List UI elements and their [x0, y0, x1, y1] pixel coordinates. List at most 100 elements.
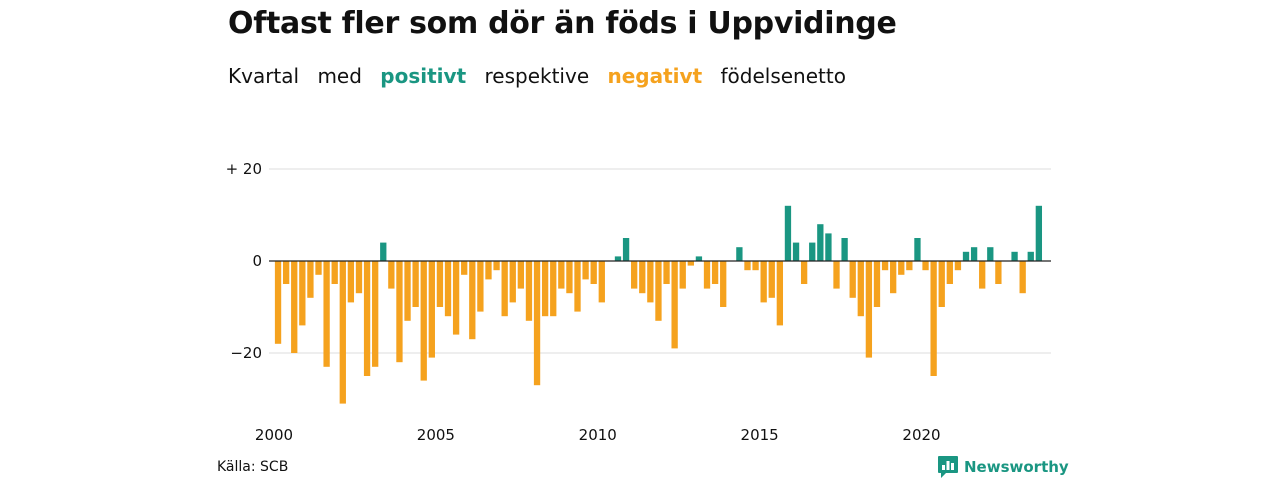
y-tick-label: −20	[230, 344, 262, 362]
bar	[890, 261, 897, 294]
bar	[307, 261, 314, 298]
bar	[323, 261, 330, 367]
bar	[291, 261, 298, 353]
bar	[962, 251, 970, 261]
bar	[703, 261, 711, 289]
bar	[1027, 251, 1034, 261]
bar	[979, 261, 986, 289]
bar	[509, 261, 516, 303]
bar	[930, 261, 937, 376]
bar	[582, 261, 589, 280]
bar	[865, 261, 873, 358]
bar	[574, 261, 581, 312]
bar	[404, 261, 411, 321]
bar	[299, 261, 306, 326]
newsworthy-logo-icon	[938, 456, 958, 478]
bar	[493, 261, 500, 271]
bar	[477, 261, 484, 312]
bar	[614, 256, 622, 261]
x-tick-label: 2005	[417, 426, 455, 444]
bar	[663, 261, 670, 284]
bar	[760, 261, 767, 303]
bar	[517, 261, 525, 289]
bar	[736, 247, 743, 261]
bar	[566, 261, 573, 294]
bar	[315, 261, 322, 275]
bar	[809, 242, 816, 261]
bar	[444, 261, 452, 317]
bar	[857, 261, 864, 317]
bar	[331, 261, 338, 284]
bar	[396, 261, 403, 363]
bar	[881, 261, 889, 271]
subtitle-word-med: med	[317, 64, 362, 88]
bar	[622, 238, 630, 261]
bar	[372, 261, 379, 367]
bar	[461, 261, 468, 275]
bar	[420, 261, 427, 381]
bar	[428, 261, 435, 358]
bars	[274, 205, 1043, 404]
bar	[347, 261, 355, 303]
x-tick-label: 2010	[579, 426, 617, 444]
bar	[355, 261, 363, 294]
bar	[339, 261, 346, 404]
bar	[550, 261, 557, 317]
bar	[695, 256, 703, 261]
bar	[914, 238, 921, 261]
bar	[849, 261, 856, 298]
bar	[898, 261, 905, 275]
bar	[436, 261, 444, 307]
bar	[590, 261, 597, 284]
bar	[776, 261, 784, 326]
source-note: Källa: SCB	[217, 459, 289, 475]
subtitle-word-respektive: respektive	[484, 64, 590, 88]
x-axis-ticks: 2000 2005 2010 2015 2020	[255, 426, 941, 444]
bar	[412, 261, 419, 307]
bar	[274, 261, 282, 344]
bar	[525, 261, 533, 321]
bar	[647, 261, 654, 303]
bar	[533, 261, 541, 386]
bar	[452, 261, 460, 335]
y-tick-label: 0	[252, 252, 262, 270]
bar	[485, 261, 492, 280]
bar	[873, 261, 881, 307]
bar	[388, 261, 395, 289]
newsworthy-logo-text: Newsworthy	[964, 458, 1069, 476]
bar	[711, 261, 719, 284]
bar	[1019, 261, 1026, 294]
subtitle-positive-word: positivt	[380, 64, 467, 88]
x-tick-label: 2020	[902, 426, 940, 444]
bar	[800, 261, 808, 284]
bar	[598, 261, 605, 303]
subtitle-negative-word: negativt	[607, 64, 703, 88]
bar	[639, 261, 646, 294]
bar	[906, 261, 913, 271]
bar	[380, 242, 387, 261]
bar	[679, 261, 686, 289]
bar	[922, 261, 929, 271]
chart-subtitle: Kvartal med positivt respektive negativt…	[228, 64, 858, 88]
bar	[954, 261, 962, 271]
bar	[469, 261, 476, 340]
bar	[1011, 251, 1018, 261]
bar	[841, 238, 848, 261]
bar	[970, 247, 978, 261]
bar	[282, 261, 290, 284]
bar	[631, 261, 638, 289]
bar	[720, 261, 727, 307]
x-tick-label: 2015	[741, 426, 779, 444]
newsworthy-logo: Newsworthy	[938, 456, 1069, 478]
bar	[938, 261, 945, 307]
bar	[946, 261, 953, 284]
bar	[687, 261, 694, 266]
bar	[744, 261, 751, 271]
bar	[833, 261, 840, 289]
x-tick-label: 2000	[255, 426, 293, 444]
bar	[655, 261, 662, 321]
y-tick-label: + 20	[226, 160, 262, 178]
bar	[1035, 205, 1043, 261]
bar	[792, 242, 800, 261]
